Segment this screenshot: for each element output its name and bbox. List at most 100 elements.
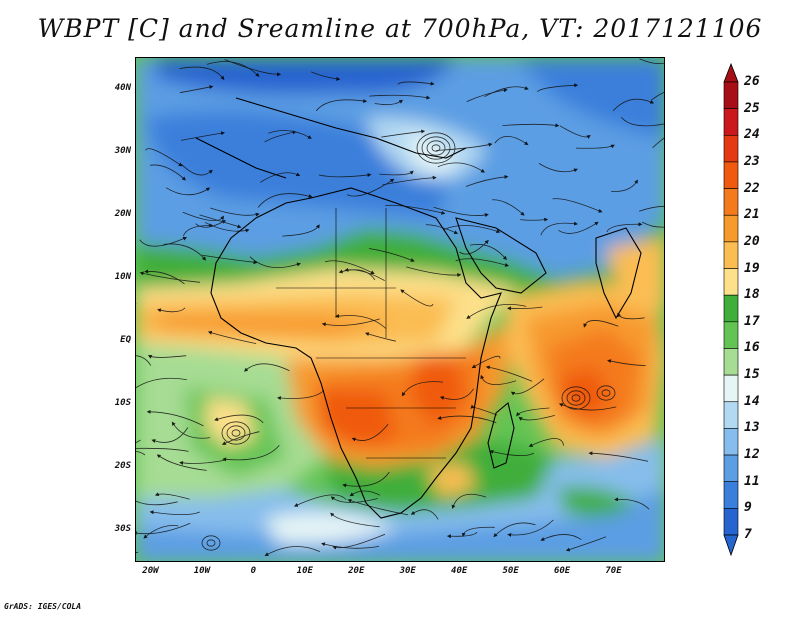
streamline [204,221,250,233]
streamline [222,444,280,462]
streamline [461,526,495,537]
streamline [439,388,474,400]
colorbar-segment [723,268,739,296]
colorbar-tick-label: 11 [744,473,760,489]
streamline [502,123,560,128]
streamline [156,454,207,471]
streamline [364,332,396,342]
streamline [455,258,510,267]
eddy-streamline [221,421,251,445]
streamline [492,199,525,216]
streamline [612,98,655,112]
eddy-streamline [601,389,611,397]
lon-tick-label: 0 [250,566,257,576]
streamline [400,289,434,307]
streamline [151,427,189,443]
streamline [264,130,297,143]
eddy-streamline [431,144,441,152]
streamline [346,178,395,197]
streamlines [136,58,664,556]
streamline [437,162,485,173]
streamline [620,116,664,127]
streamline [470,244,507,261]
streamline [154,492,190,500]
streamline [249,256,301,269]
colorbar-tick-label: 25 [744,100,760,116]
streamline [179,459,227,465]
wbpt-shading [136,58,664,561]
colorbar-tick-label: 26 [744,74,760,89]
colorbar-segment [723,81,739,109]
streamline [436,142,493,151]
lon-tick-label: 20W [142,566,159,576]
streamline [559,125,591,139]
lon-tick-label: 10W [193,566,211,576]
streamline [480,374,517,385]
streamline [315,98,368,112]
colorbar-tick-label: 24 [744,127,760,143]
streamline [311,71,341,81]
streamline [351,423,389,442]
lon-tick-label: 20E [348,566,365,576]
streamline [437,415,497,424]
streamline [471,355,501,369]
streamline [342,471,390,488]
colorbar-tick-label: 18 [744,287,760,303]
streamline [583,320,619,328]
colorbar-min-arrow [723,534,739,557]
lat-tick-label: 40N [114,82,131,93]
streamline [470,404,498,416]
streamline [516,407,550,417]
colorbar-segment [723,241,739,269]
streamline [139,236,188,247]
streamline [465,174,509,187]
streamline [518,415,555,421]
streamline [136,522,191,536]
lon-tick-label: 40E [451,566,468,576]
colorbar-tick-label: 15 [744,367,760,383]
streamline [147,355,187,359]
streamline [540,221,578,236]
colorbar-tick-label: 17 [744,313,760,329]
streamline [210,207,260,217]
eddy-streamline [426,140,446,156]
colorbar-segment [723,401,739,429]
streamline [264,546,320,556]
streamline [157,307,186,313]
streamline [344,267,385,281]
streamline [617,312,645,320]
colorbar-segment [723,508,739,536]
streamline [575,144,615,149]
colorbar-segment [723,134,739,163]
streamline [139,271,201,283]
streamline [146,409,204,427]
colorbar-segment [723,161,739,189]
streamline [379,170,414,176]
streamline [268,130,312,139]
streamline [588,451,649,462]
lat-tick-label: 20N [114,208,131,219]
streamline [324,260,375,274]
streamline [538,163,578,173]
streamline [149,510,200,516]
colorbar-segment [723,428,739,456]
streamline [207,330,257,344]
streamline [165,187,211,196]
streamline [195,220,227,228]
streamline [433,206,489,218]
streamline [642,221,664,228]
wbpt-field-map [136,58,664,561]
streamline [136,451,146,456]
streamline [638,205,664,212]
streamline [528,438,564,447]
streamline [163,243,207,261]
lat-tick-label: 10S [114,398,131,409]
lon-tick-label: 10E [296,566,313,576]
eddy-streamline [206,539,216,547]
streamline [381,129,426,138]
streamline [369,94,431,100]
streamline [520,217,549,222]
eddy-streamline [231,429,241,437]
streamline [489,449,535,456]
footer-credit: GrADS: IGES/COLA [4,602,82,611]
